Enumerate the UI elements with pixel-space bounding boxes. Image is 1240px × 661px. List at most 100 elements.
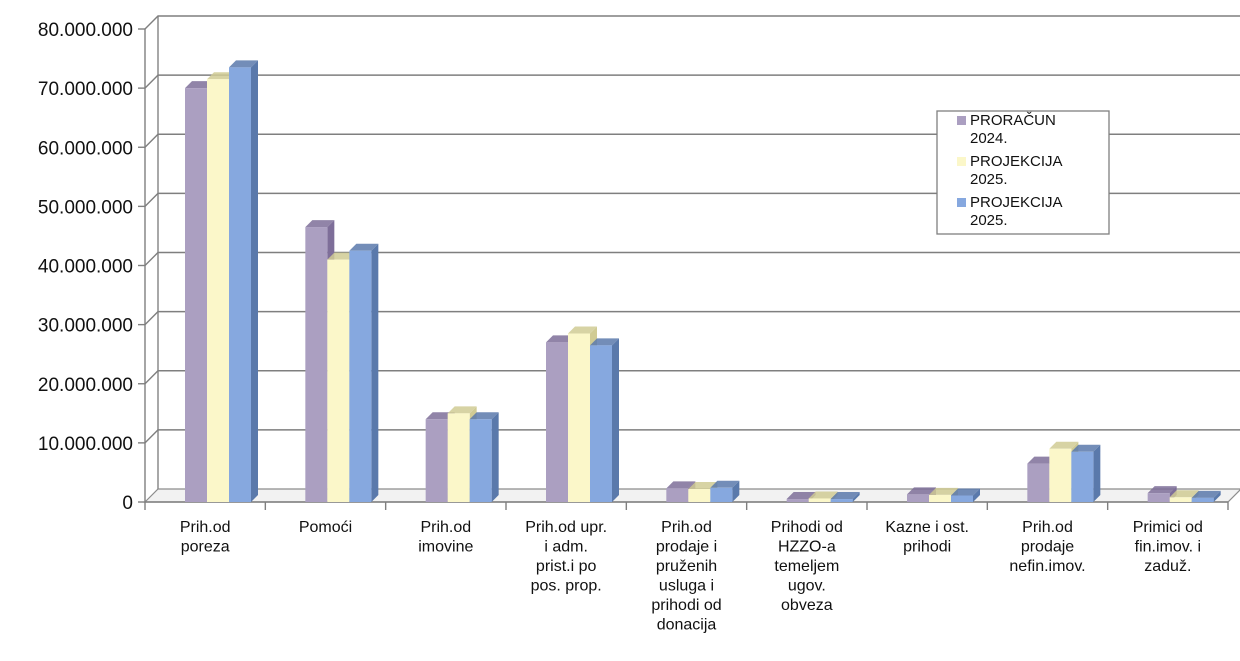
bar-front (229, 67, 251, 503)
bar-front (688, 488, 711, 502)
bar-side (852, 492, 860, 502)
bar-front (447, 413, 470, 502)
bar (349, 243, 379, 502)
y-tick-label: 60.000.000 (38, 138, 133, 159)
bar-front (568, 333, 590, 502)
bar-front (1027, 463, 1050, 502)
category-label: Prih.od prodaje i pruženih usluga i prihodi … (651, 519, 721, 634)
bar-front (830, 499, 853, 502)
bar-top (469, 412, 499, 420)
bar-top (929, 487, 958, 495)
legend-swatch (957, 157, 966, 166)
bars (185, 60, 1221, 503)
bar-top (1027, 456, 1057, 464)
bar-front (425, 419, 448, 502)
bar-front (1147, 493, 1170, 502)
bar-top (1169, 490, 1199, 498)
bar-front (666, 488, 689, 502)
bar (1071, 444, 1101, 502)
bar-top (447, 406, 477, 414)
bar-front (590, 345, 612, 502)
bar-front (1191, 497, 1214, 502)
bar-front (546, 342, 568, 502)
bar-front (327, 259, 350, 502)
bar-top (951, 488, 980, 496)
bar-side (371, 243, 379, 502)
bar-top (327, 252, 357, 260)
bar-front (185, 88, 207, 502)
category-label: Pomoći (299, 519, 352, 536)
gridline (144, 192, 1240, 207)
bar-top (425, 412, 455, 420)
y-tick-label: 80.000.000 (38, 20, 133, 41)
bar-side (973, 488, 980, 502)
bar-front (469, 419, 492, 502)
bar-top (229, 60, 258, 68)
category-label: Prih.od upr. i adm. prist.i po pos. prop. (525, 519, 607, 595)
gridline (144, 370, 1240, 385)
gridline (144, 251, 1240, 266)
gridline (144, 429, 1240, 444)
bar (1191, 490, 1221, 502)
bar-top (207, 72, 236, 80)
bar-top (808, 491, 838, 499)
bar-top (907, 487, 936, 495)
bar-top (710, 480, 740, 488)
gridlines (144, 15, 1240, 444)
bar-side (1213, 490, 1221, 502)
bar-top (1147, 486, 1177, 494)
bar-front (907, 494, 929, 502)
category-label: Primici od fin.imov. i zaduž. (1133, 519, 1203, 575)
bar-top (546, 335, 575, 343)
bar-top (1191, 490, 1221, 498)
gridline (144, 74, 1240, 89)
y-tick-label: 0 (122, 493, 133, 514)
bar-top (1071, 444, 1101, 452)
bar-front (207, 79, 229, 502)
legend-entry: PRORAČUN 2024. (970, 112, 1056, 147)
y-tick-label: 50.000.000 (38, 197, 133, 218)
y-axis: 0 10.000.000 20.000.000 30.000.000 40.000.00… (38, 20, 146, 514)
bar-front (710, 487, 733, 502)
bar-front (1049, 448, 1072, 502)
bar-front (929, 494, 951, 502)
bar-top (830, 492, 860, 500)
bar-side (1093, 444, 1101, 502)
x-axis: Prih.od poreza Pomoći Prih.od imovine Prih.od… (144, 501, 1229, 634)
category-label: Kazne i ost. prihodi (885, 519, 969, 556)
legend-swatch (957, 198, 966, 207)
bar-front (305, 227, 328, 502)
gridline (144, 310, 1240, 326)
category-label: Prihodi od HZZO-a temeljem ugov. obveza (771, 519, 843, 614)
bar-top (666, 481, 696, 489)
bar-top (185, 81, 214, 89)
legend: PRORAČUN 2024. PROJEKCIJA 2025. PROJEKCIJA 20… (936, 110, 1110, 235)
bar-top (786, 492, 816, 500)
bar-front (1071, 451, 1094, 502)
y-tick-label: 70.000.000 (38, 79, 133, 100)
gridline (144, 15, 1240, 30)
bar-top (688, 481, 718, 489)
category-label: Prih.od imovine (418, 519, 473, 556)
y-tick-label: 40.000.000 (38, 257, 133, 278)
bar-front (349, 250, 372, 502)
bar-front (951, 495, 973, 502)
bar-top (568, 326, 597, 334)
bar-side (491, 412, 499, 502)
y-tick-label: 10.000.000 (38, 434, 133, 455)
bar (469, 412, 499, 502)
bar-top (1049, 441, 1079, 449)
bar (951, 488, 980, 502)
bar-top (305, 220, 335, 228)
bar (710, 480, 740, 502)
legend-entry: PROJEKCIJA 2025. (970, 194, 1063, 229)
legend-swatch (957, 116, 966, 125)
bar-top (349, 243, 379, 251)
bar-front (786, 499, 809, 502)
y-tick-label: 20.000.000 (38, 375, 133, 396)
bar-top (590, 338, 619, 346)
y-tick-label: 30.000.000 (38, 316, 133, 337)
category-label: Prih.od prodaje nefin.imov. (1009, 519, 1085, 575)
